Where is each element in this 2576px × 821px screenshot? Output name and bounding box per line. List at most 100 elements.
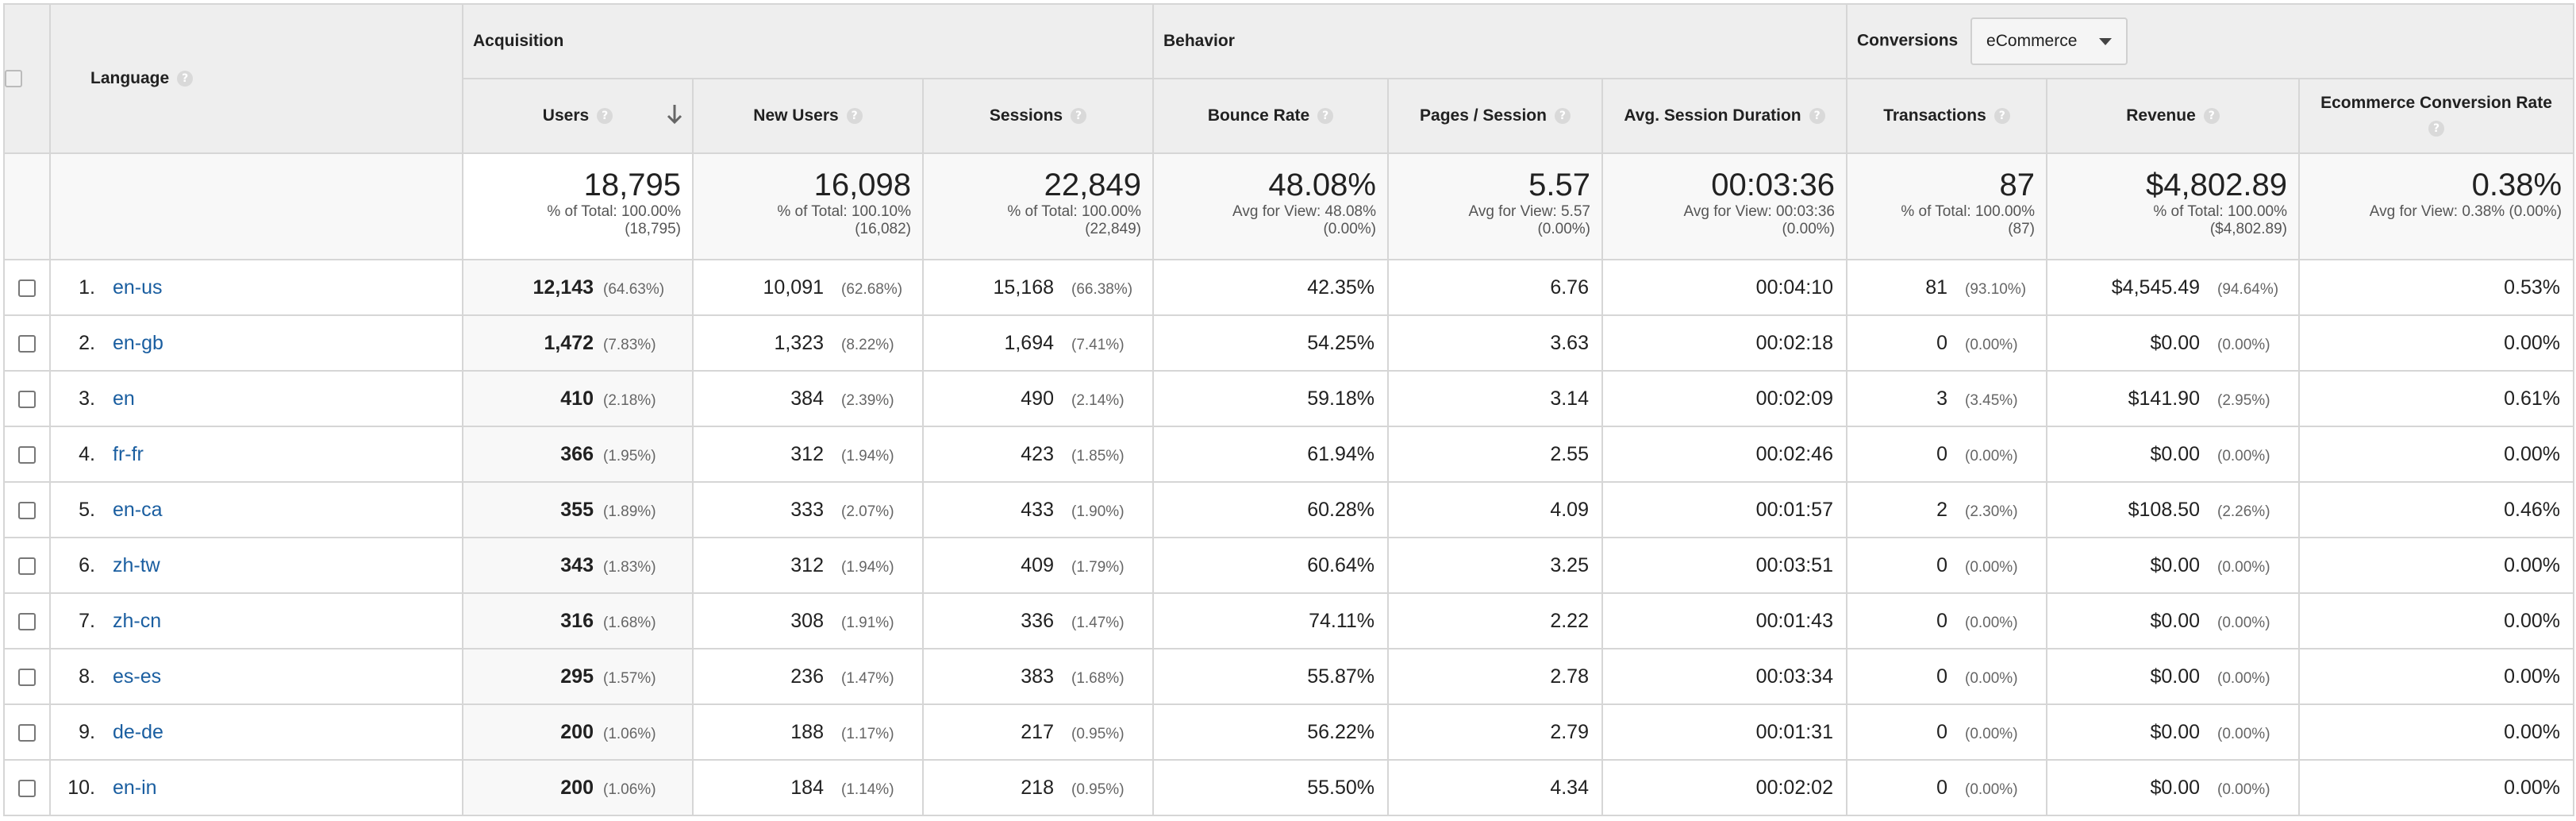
avg-session-duration-cell: 00:01:57 [1601, 481, 1847, 538]
language-cell: 10. en-in [49, 759, 463, 816]
ecommerce-conversion-rate-cell: 0.61% [2297, 370, 2575, 427]
row-checkbox[interactable] [18, 279, 36, 297]
transactions-cell: 0 (0.00%) [1846, 537, 2047, 594]
language-link[interactable]: en [113, 387, 135, 410]
new-users-percent: (62.68%) [841, 280, 903, 298]
row-checkbox[interactable] [18, 779, 36, 797]
language-header[interactable]: Language? [49, 3, 463, 154]
table-row: 1. en-us 12,143 (64.63%) 10,091 (62.68%) 15,16… [3, 259, 2575, 316]
language-link[interactable]: en-us [113, 276, 163, 299]
revenue-value: $0.00 [2150, 720, 2200, 743]
bounce-rate-column-header[interactable]: Bounce Rate? [1152, 78, 1389, 154]
revenue-column-header[interactable]: Revenue? [2046, 78, 2300, 154]
table-row: 6. zh-tw 343 (1.83%) 312 (1.94%) 409 (1.79%) 60.… [3, 537, 2575, 594]
row-checkbox[interactable] [18, 557, 36, 575]
language-link[interactable]: de-de [113, 720, 163, 743]
total-sessions-cell: 22,849 % of Total: 100.00% (22,849) [922, 152, 1154, 260]
row-checkbox[interactable] [18, 390, 36, 408]
language-cell: 4. fr-fr [49, 426, 463, 483]
total-bounce-rate-cell: 48.08% Avg for View: 48.08% (0.00%) [1152, 152, 1389, 260]
help-icon[interactable]: ? [1317, 108, 1334, 125]
row-index: 3. [79, 387, 95, 410]
transactions-header-label: Transactions [1883, 106, 1986, 125]
new-users-cell: 333 (2.07%) [692, 481, 924, 538]
revenue-value: $0.00 [2150, 609, 2200, 632]
avg-session-duration-cell: 00:01:43 [1601, 592, 1847, 649]
users-column-header[interactable]: Users? [462, 78, 694, 154]
transactions-column-header[interactable]: Transactions? [1846, 78, 2047, 154]
language-link[interactable]: en-gb [113, 331, 163, 354]
transactions-value: 0 [1936, 553, 1947, 576]
ecommerce-conversion-rate-cell: 0.00% [2297, 759, 2575, 816]
row-checkbox-cell [3, 481, 51, 538]
sessions-value: 15,168 [993, 276, 1054, 299]
help-icon[interactable]: ? [2428, 121, 2444, 137]
total-transactions-sub: % of Total: 100.00% [1901, 203, 2035, 220]
new-users-cell: 10,091 (62.68%) [692, 259, 924, 316]
total-bounce-rate-value: 48.08% [1268, 168, 1376, 202]
pages-session-column-header[interactable]: Pages / Session? [1387, 78, 1603, 154]
row-checkbox[interactable] [18, 723, 36, 742]
help-icon[interactable]: ? [1809, 108, 1825, 125]
sessions-value: 490 [1021, 387, 1054, 410]
new-users-column-header[interactable]: New Users? [692, 78, 924, 154]
sort-descending-icon[interactable] [665, 102, 684, 127]
sessions-percent: (0.95%) [1071, 725, 1125, 742]
sessions-percent: (0.95%) [1071, 781, 1125, 798]
row-checkbox[interactable] [18, 334, 36, 353]
revenue-cell: $0.00 (0.00%) [2046, 426, 2300, 483]
transactions-percent: (0.00%) [1965, 781, 2018, 798]
help-icon[interactable]: ? [1994, 108, 2010, 125]
help-icon[interactable]: ? [1554, 108, 1571, 125]
avg-session-duration-column-header[interactable]: Avg. Session Duration? [1601, 78, 1847, 154]
new-users-percent: (2.07%) [841, 503, 894, 520]
new-users-percent: (8.22%) [841, 336, 894, 353]
conversions-label: Conversions [1857, 31, 1959, 50]
sessions-cell: 15,168 (66.38%) [922, 259, 1154, 316]
users-percent: (64.63%) [603, 280, 665, 298]
new-users-cell: 184 (1.14%) [692, 759, 924, 816]
conversions-goal-dropdown[interactable]: eCommerce [1970, 17, 2128, 65]
ecommerce-conversion-rate-column-header[interactable]: Ecommerce Conversion Rate? [2297, 78, 2575, 154]
total-users-value: 18,795 [583, 168, 681, 202]
row-checkbox[interactable] [18, 612, 36, 630]
language-link[interactable]: fr-fr [113, 442, 144, 465]
language-link[interactable]: zh-tw [113, 553, 160, 576]
new-users-percent: (2.39%) [841, 391, 894, 409]
language-link[interactable]: zh-cn [113, 609, 162, 632]
new-users-header-label: New Users [753, 106, 839, 125]
help-icon[interactable]: ? [2203, 108, 2220, 125]
help-icon[interactable]: ? [1071, 108, 1087, 125]
help-icon[interactable]: ? [597, 108, 613, 125]
new-users-value: 188 [790, 720, 824, 743]
pages-session-cell: 2.78 [1387, 648, 1603, 705]
help-icon[interactable]: ? [846, 108, 863, 125]
row-checkbox-cell [3, 370, 51, 427]
bounce-rate-cell: 59.18% [1152, 370, 1389, 427]
select-all-checkbox[interactable] [5, 70, 22, 88]
new-users-value: 384 [790, 387, 824, 410]
row-checkbox[interactable] [18, 501, 36, 519]
conversions-group-header: Conversions eCommerce [1845, 3, 2575, 79]
new-users-percent: (1.47%) [841, 669, 894, 687]
row-checkbox[interactable] [18, 668, 36, 686]
ecommerce-conversion-rate-cell: 0.53% [2297, 259, 2575, 316]
users-percent: (1.06%) [603, 781, 656, 798]
users-value: 355 [560, 498, 594, 521]
help-icon[interactable]: ? [177, 71, 194, 87]
total-new-users-sub: % of Total: 100.10% [777, 203, 911, 220]
sessions-column-header[interactable]: Sessions? [922, 78, 1154, 154]
language-link[interactable]: en-in [113, 776, 157, 799]
language-link[interactable]: en-ca [113, 498, 163, 521]
transactions-cell: 0 (0.00%) [1846, 703, 2047, 761]
total-transactions-value: 87 [1999, 168, 2036, 202]
language-link[interactable]: es-es [113, 665, 162, 688]
row-checkbox[interactable] [18, 445, 36, 464]
acquisition-group-header: Acquisition [462, 3, 1154, 79]
sessions-value: 423 [1021, 442, 1054, 465]
new-users-value: 312 [790, 442, 824, 465]
transactions-percent: (0.00%) [1965, 669, 2018, 687]
sessions-cell: 218 (0.95%) [922, 759, 1154, 816]
total-users-sub2: (18,795) [625, 221, 681, 237]
sessions-percent: (1.79%) [1071, 558, 1125, 576]
